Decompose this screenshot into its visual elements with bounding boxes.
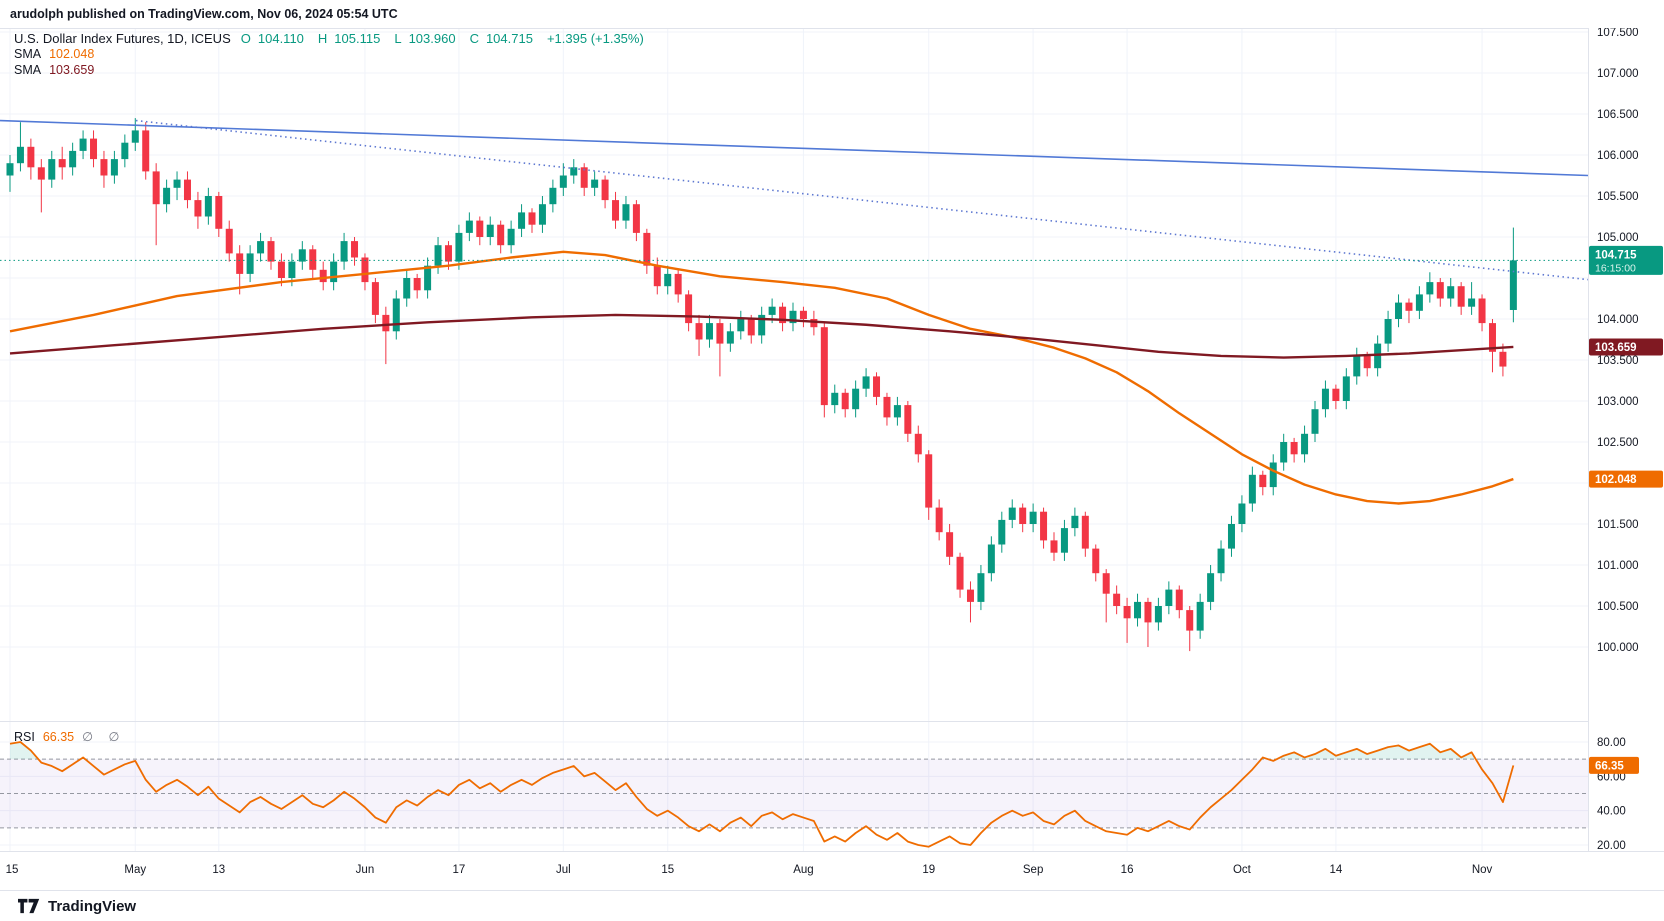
sma-fast-line	[9, 250, 1514, 505]
candles-layer	[6, 118, 1517, 652]
svg-text:Jul: Jul	[556, 864, 571, 876]
svg-text:106.500: 106.500	[1597, 109, 1639, 121]
brand-name[interactable]: TradingView	[48, 897, 137, 915]
pane-borders	[0, 28, 1664, 852]
chart-canvas[interactable]: 107.500 107.000 106.500 106.000 105.500 105.0…	[0, 0, 1664, 890]
sma-fast-label[interactable]: SMA	[14, 47, 42, 61]
footer-bar: TradingView	[0, 890, 1664, 921]
ohlc-values: O 104.110 H 105.115 L 103.960 C 104.715 +1.395 (…	[240, 31, 644, 46]
rsi-band	[0, 758, 1588, 829]
rsi-label[interactable]: RSI	[14, 730, 35, 744]
svg-text:15: 15	[6, 864, 19, 876]
svg-text:May: May	[124, 864, 146, 876]
svg-text:60.00: 60.00	[1597, 771, 1626, 783]
change-value: +1.395 (+1.35%)	[546, 31, 644, 46]
svg-text:15: 15	[661, 864, 674, 876]
svg-text:100.000: 100.000	[1597, 642, 1639, 654]
svg-text:102.500: 102.500	[1597, 437, 1639, 449]
svg-text:17: 17	[453, 864, 466, 876]
publish-info-bar: arudolph published on TradingView.com, N…	[0, 0, 1664, 28]
svg-text:107.000: 107.000	[1597, 68, 1639, 80]
svg-text:Jun: Jun	[356, 864, 375, 876]
svg-text:104.000: 104.000	[1597, 314, 1639, 326]
sma-slow-line	[9, 313, 1514, 359]
svg-text:103.659: 103.659	[1595, 342, 1637, 354]
svg-text:19: 19	[922, 864, 935, 876]
svg-text:Aug: Aug	[793, 864, 813, 876]
rsi-legend[interactable]: RSI 66.35 ∅ ∅	[14, 729, 125, 744]
svg-text:105.500: 105.500	[1597, 191, 1639, 203]
rsi-overbought-fill	[10, 742, 1476, 760]
rsi-hidden-params: ∅ ∅	[82, 730, 126, 744]
svg-text:104.715: 104.715	[1595, 249, 1637, 261]
svg-text:66.35: 66.35	[1595, 760, 1624, 772]
svg-text:Oct: Oct	[1233, 864, 1252, 876]
svg-text:16: 16	[1121, 864, 1134, 876]
svg-text:101.500: 101.500	[1597, 519, 1639, 531]
publish-line: arudolph published on TradingView.com, N…	[10, 7, 398, 21]
svg-text:101.000: 101.000	[1597, 560, 1639, 572]
rsi-value: 66.35	[42, 730, 75, 744]
rsi-line	[9, 741, 1515, 848]
svg-text:Sep: Sep	[1023, 864, 1043, 876]
gridlines	[0, 28, 1588, 852]
sma-slow-label[interactable]: SMA	[14, 63, 42, 77]
svg-text:103.500: 103.500	[1597, 355, 1639, 367]
sma-slow-value: 103.659	[49, 63, 95, 77]
svg-text:107.500: 107.500	[1597, 27, 1639, 39]
svg-text:103.000: 103.000	[1597, 396, 1639, 408]
price-axis[interactable]: 107.500 107.000 106.500 106.000 105.500 105.0…	[1597, 27, 1639, 852]
svg-text:13: 13	[212, 864, 225, 876]
svg-text:14: 14	[1329, 864, 1342, 876]
svg-text:16:15:00: 16:15:00	[1595, 262, 1636, 274]
svg-text:Nov: Nov	[1472, 864, 1493, 876]
svg-text:100.500: 100.500	[1597, 601, 1639, 613]
svg-text:102.048: 102.048	[1595, 474, 1637, 486]
svg-text:80.00: 80.00	[1597, 737, 1626, 749]
svg-text:106.000: 106.000	[1597, 150, 1639, 162]
tradingview-logo-icon[interactable]	[18, 898, 40, 914]
svg-text:20.00: 20.00	[1597, 840, 1626, 852]
symbol-title[interactable]: U.S. Dollar Index Futures, 1D, ICEUS	[14, 31, 231, 46]
svg-text:40.00: 40.00	[1597, 806, 1626, 818]
symbol-legend[interactable]: U.S. Dollar Index Futures, 1D, ICEUS O 10…	[14, 31, 651, 79]
sma-fast-value: 102.048	[49, 47, 95, 61]
date-axis[interactable]: 15 May 13 Jun 17 Jul 15 Aug 19 Sep 16 Oct 14 Nov	[6, 864, 1493, 876]
trendlines[interactable]	[0, 119, 1589, 281]
svg-text:105.000: 105.000	[1597, 232, 1639, 244]
